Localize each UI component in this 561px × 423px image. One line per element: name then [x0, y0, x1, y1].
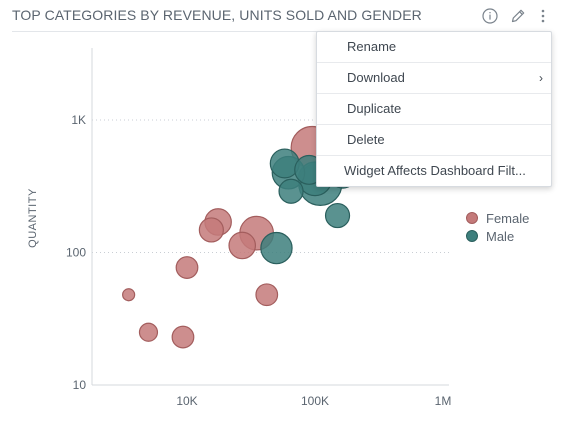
pencil-icon[interactable] [509, 7, 527, 25]
y-axis-title: QUANTITY [27, 188, 39, 248]
x-tick-label: 1M [435, 394, 452, 408]
widget-header: TOP CATEGORIES BY REVENUE, UNITS SOLD AN… [0, 0, 561, 32]
legend-label-female: Female [486, 210, 530, 226]
kebab-menu-icon[interactable] [534, 7, 552, 25]
menu-item-widget-affects-dashboard-filters[interactable]: Widget Affects Dashboard Filt... [317, 156, 551, 186]
menu-item-delete-label: Delete [347, 132, 385, 147]
widget-context-menu: Rename Download › Duplicate Delete Widge… [316, 31, 552, 187]
menu-item-download-label: Download [347, 70, 405, 85]
widget-title: TOP CATEGORIES BY REVENUE, UNITS SOLD AN… [12, 7, 422, 23]
x-tick-label: 100K [301, 394, 329, 408]
data-point-female[interactable] [228, 231, 257, 260]
data-point-male[interactable] [260, 231, 293, 265]
data-point-female[interactable] [175, 256, 199, 279]
data-point-male[interactable] [278, 178, 304, 204]
menu-item-download[interactable]: Download › [317, 63, 551, 94]
y-tick-label: 10 [73, 378, 87, 392]
chevron-right-icon: › [539, 71, 543, 85]
chart-axes [91, 48, 449, 386]
y-tick-label: 1K [71, 113, 86, 127]
menu-item-duplicate-label: Duplicate [347, 101, 402, 116]
legend-item-female[interactable]: Female [466, 209, 529, 227]
menu-item-duplicate[interactable]: Duplicate [317, 94, 551, 125]
menu-item-widget-affects-label: Widget Affects Dashboard Filt... [344, 163, 526, 178]
data-point-female[interactable] [122, 288, 136, 302]
data-point-male[interactable] [324, 202, 351, 229]
data-point-female[interactable] [255, 283, 279, 307]
data-point-female[interactable] [198, 217, 224, 243]
data-point-female[interactable] [138, 322, 159, 342]
header-divider [12, 31, 322, 32]
menu-item-rename[interactable]: Rename [317, 32, 551, 63]
menu-item-delete[interactable]: Delete [317, 125, 551, 156]
y-tick-label: 100 [66, 246, 86, 260]
legend-swatch-female [466, 212, 478, 224]
chart-legend: Female Male [466, 209, 529, 245]
legend-swatch-male [466, 230, 478, 242]
info-icon[interactable] [481, 7, 499, 25]
axis-labels: 10 100 1K 10K 100K 1M QUANTITY [27, 113, 451, 408]
menu-item-rename-label: Rename [347, 39, 397, 54]
data-point-female[interactable] [171, 325, 195, 349]
x-tick-label: 10K [176, 394, 197, 408]
legend-label-male: Male [486, 228, 515, 244]
legend-item-male[interactable]: Male [466, 227, 529, 245]
